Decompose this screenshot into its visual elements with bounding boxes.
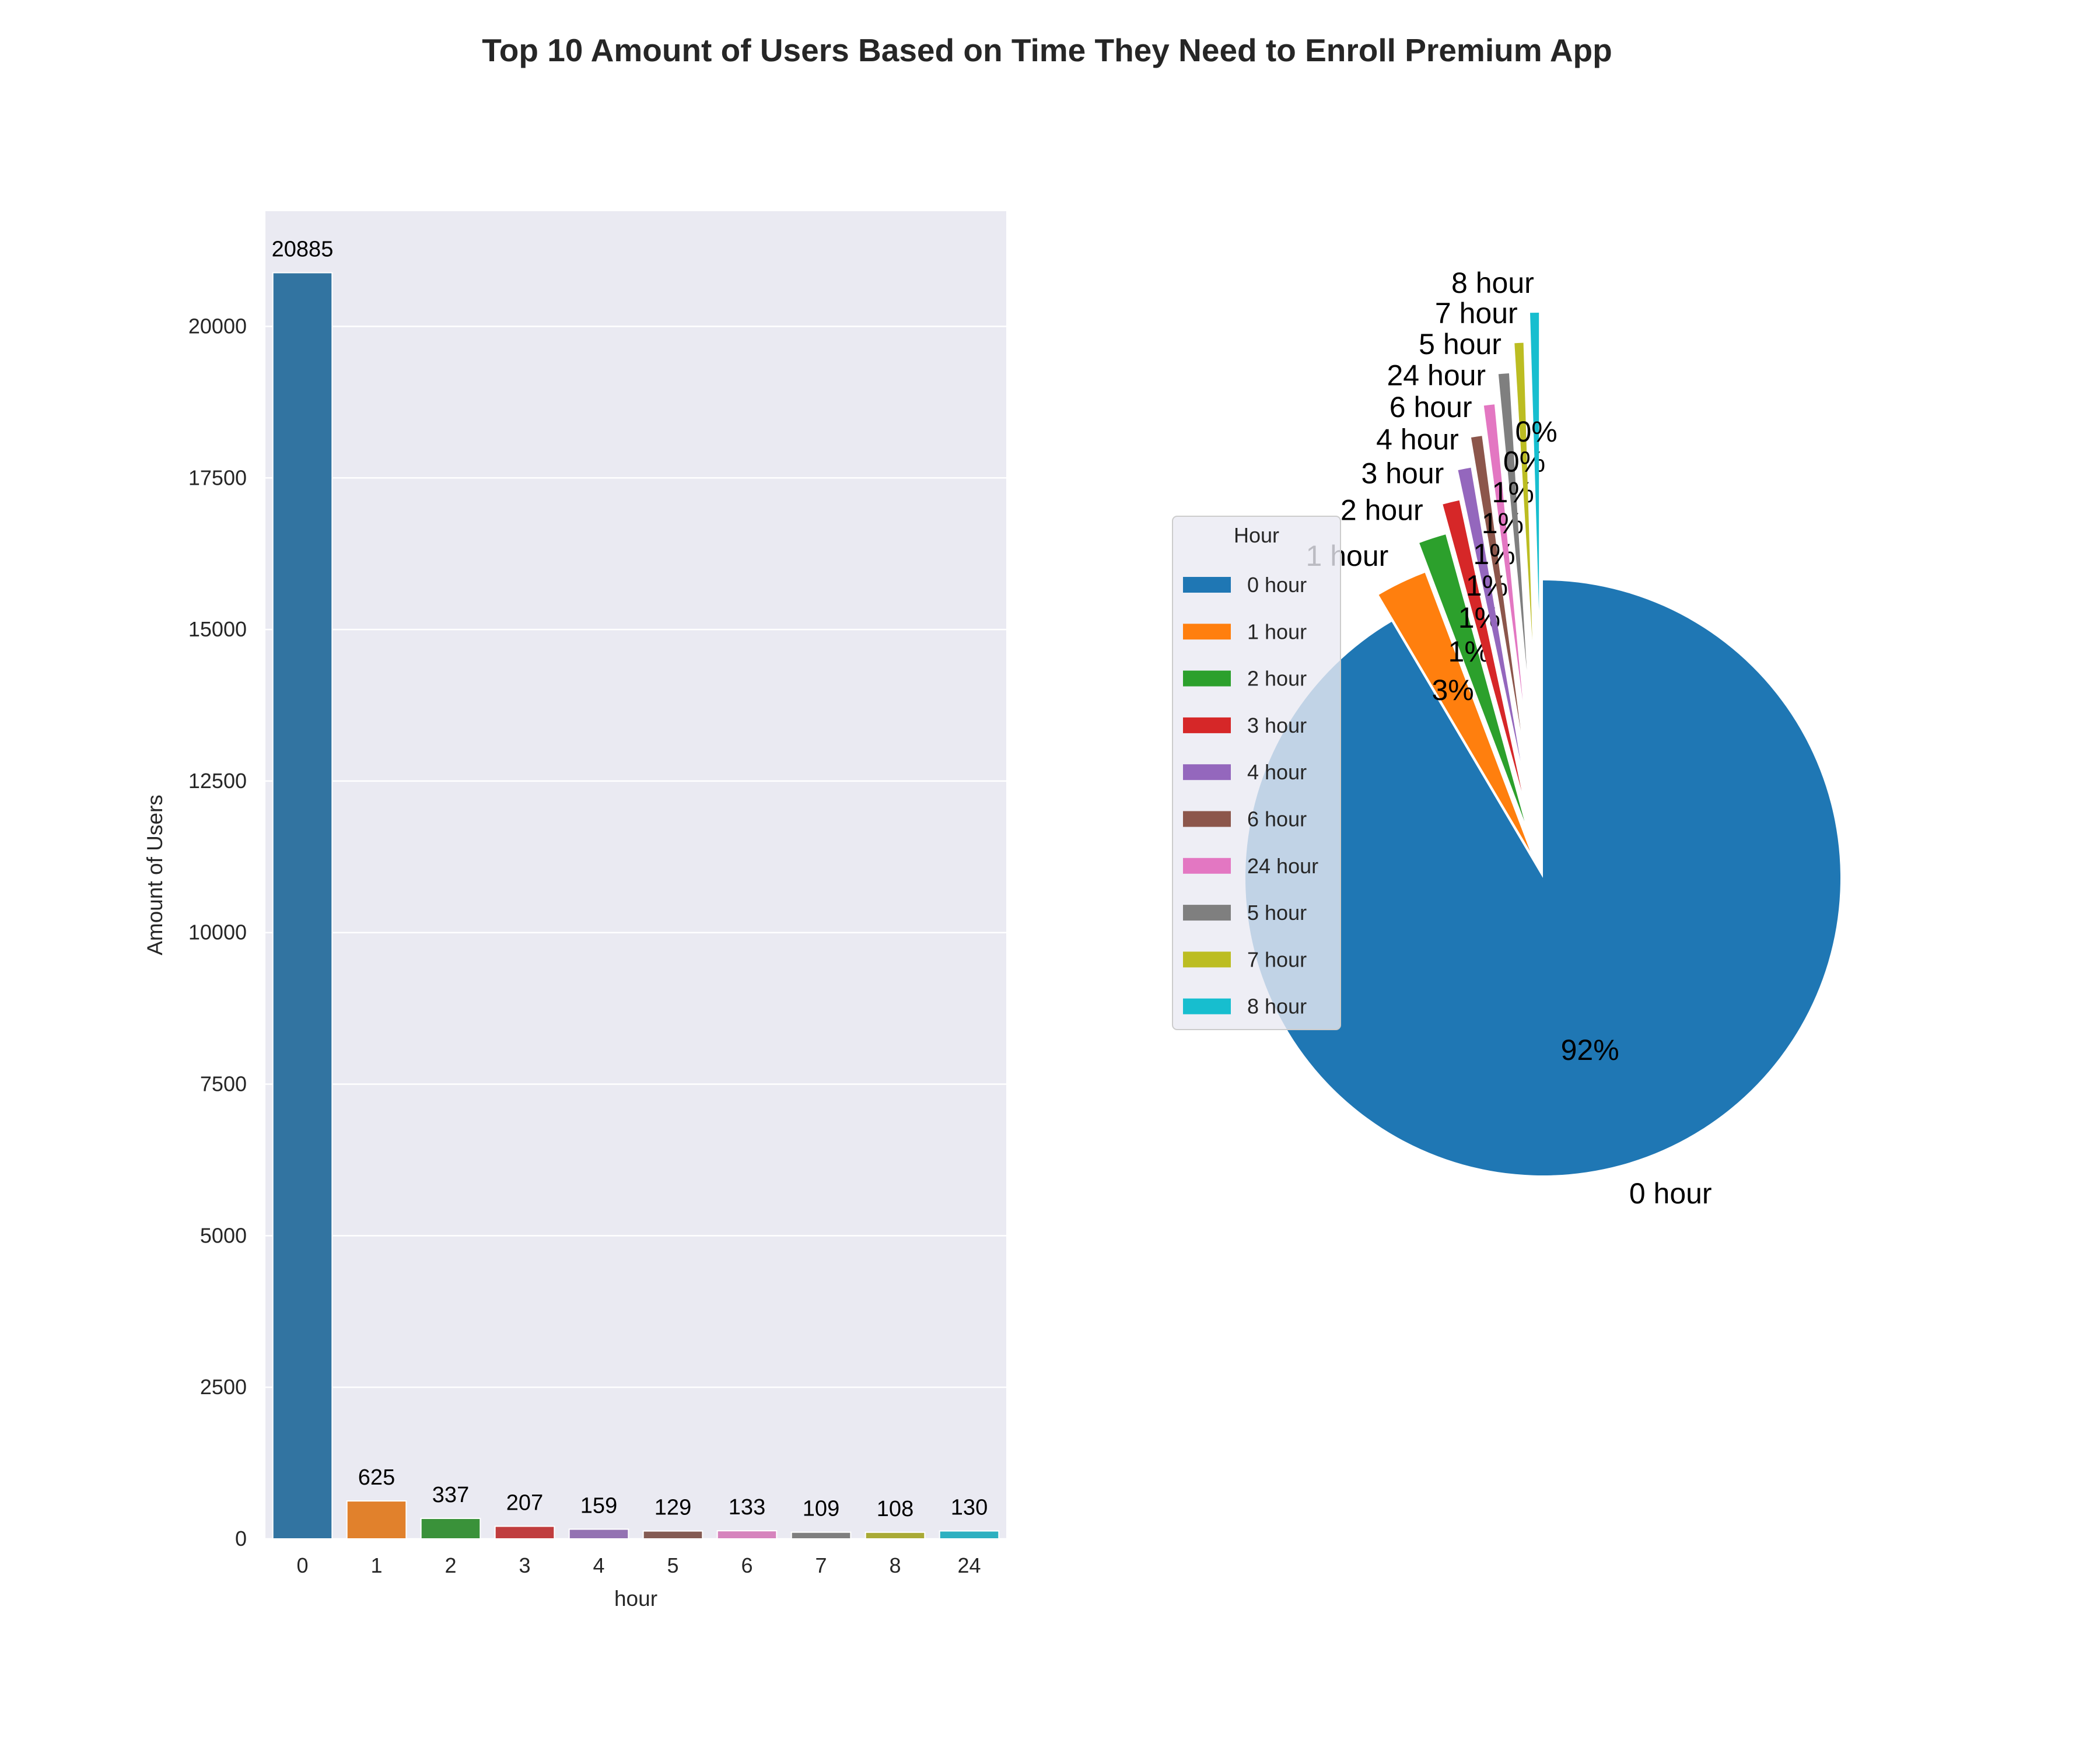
legend-entry: 5 hour bbox=[1247, 901, 1307, 925]
pie-slice-label: 3 hour bbox=[1362, 457, 1444, 489]
pie-percent-label: 0% bbox=[1515, 415, 1557, 448]
legend-title: Hour bbox=[1234, 523, 1279, 547]
bar-value-label: 130 bbox=[951, 1495, 988, 1520]
x-tick-label: 6 bbox=[741, 1553, 752, 1577]
bar-value-label: 337 bbox=[432, 1483, 469, 1507]
plot-area bbox=[265, 211, 1006, 1539]
bar bbox=[790, 1531, 852, 1539]
bar-value-label: 159 bbox=[580, 1493, 617, 1518]
y-tick-label: 5000 bbox=[200, 1223, 247, 1247]
pie-slice-label: 24 hour bbox=[1387, 359, 1486, 392]
legend-swatch bbox=[1183, 998, 1231, 1014]
legend-swatch bbox=[1183, 905, 1231, 921]
chart-title: Top 10 Amount of Users Based on Time The… bbox=[482, 32, 1612, 68]
pie-slice bbox=[1378, 572, 1530, 852]
y-tick-label: 20000 bbox=[188, 314, 247, 338]
legend-entry: 3 hour bbox=[1247, 713, 1307, 737]
pie-percent-label: 0% bbox=[1503, 446, 1545, 478]
pie-slice-label: 7 hour bbox=[1435, 297, 1518, 330]
pie-slice bbox=[1419, 534, 1525, 822]
bar-value-label: 133 bbox=[729, 1495, 765, 1520]
pie-slice bbox=[1443, 500, 1522, 792]
bar-chart: 0250050007500100001250015000175002000020… bbox=[143, 211, 1006, 1611]
bar bbox=[642, 1530, 704, 1540]
y-tick-label: 17500 bbox=[188, 466, 247, 489]
bar-value-label: 20885 bbox=[272, 237, 334, 261]
legend-frame bbox=[1172, 516, 1341, 1030]
bar bbox=[939, 1530, 1000, 1540]
y-axis-label: Amount of Users bbox=[143, 794, 167, 956]
legend-entry: 2 hour bbox=[1247, 667, 1307, 691]
legend-swatch bbox=[1183, 577, 1231, 593]
bar-value-label: 207 bbox=[506, 1490, 543, 1515]
bar bbox=[346, 1500, 407, 1539]
x-tick-label: 0 bbox=[296, 1553, 308, 1577]
x-tick-label: 8 bbox=[889, 1553, 901, 1577]
legend-entry: 24 hour bbox=[1247, 854, 1318, 878]
legend-swatch bbox=[1183, 951, 1231, 968]
pie-slice-label: 4 hour bbox=[1376, 424, 1459, 456]
bar-value-label: 129 bbox=[654, 1496, 691, 1520]
x-tick-label: 24 bbox=[957, 1553, 981, 1577]
y-tick-label: 0 bbox=[235, 1527, 247, 1550]
legend-swatch bbox=[1183, 811, 1231, 827]
bar bbox=[716, 1530, 778, 1540]
bar bbox=[494, 1525, 555, 1539]
pie-percent-label: 3% bbox=[1432, 674, 1474, 706]
legend-entry: 6 hour bbox=[1247, 807, 1307, 831]
pie-slice-label: 6 hour bbox=[1390, 391, 1472, 424]
bar-value-label: 109 bbox=[803, 1497, 839, 1521]
x-tick-label: 2 bbox=[444, 1553, 456, 1577]
pie-slice bbox=[1471, 436, 1521, 731]
pie-slice bbox=[1483, 404, 1523, 701]
pie-percent-label: 92% bbox=[1561, 1034, 1619, 1066]
pie-slice-label: 5 hour bbox=[1419, 328, 1502, 360]
y-tick-label: 10000 bbox=[188, 921, 247, 944]
pie-slice bbox=[1498, 373, 1527, 671]
legend-swatch bbox=[1183, 858, 1231, 874]
legend-entry: 7 hour bbox=[1247, 947, 1307, 971]
legend-entry: 1 hour bbox=[1247, 620, 1307, 643]
legend-swatch bbox=[1183, 670, 1231, 687]
legend-entry: 8 hour bbox=[1247, 995, 1307, 1019]
legend-entry: 4 hour bbox=[1247, 760, 1307, 784]
bar bbox=[272, 272, 333, 1539]
pie-slice bbox=[1530, 313, 1539, 611]
bar-value-label: 108 bbox=[877, 1497, 914, 1521]
bar bbox=[420, 1517, 481, 1539]
y-tick-label: 12500 bbox=[188, 769, 247, 793]
legend-swatch bbox=[1183, 624, 1231, 640]
x-tick-label: 7 bbox=[815, 1553, 827, 1577]
bar-value-label: 625 bbox=[358, 1465, 395, 1490]
legend-swatch bbox=[1183, 717, 1231, 733]
pie-slice bbox=[1514, 342, 1532, 640]
pie-slice-label: 2 hour bbox=[1340, 494, 1423, 527]
x-tick-label: 4 bbox=[593, 1553, 604, 1577]
y-tick-label: 2500 bbox=[200, 1375, 247, 1399]
y-tick-label: 15000 bbox=[188, 617, 247, 641]
pie-slice bbox=[1458, 467, 1521, 761]
y-tick-label: 7500 bbox=[200, 1072, 247, 1096]
legend-entry: 0 hour bbox=[1247, 573, 1307, 597]
x-tick-label: 5 bbox=[667, 1553, 678, 1577]
pie-legend: Hour 0 hour 1 hour 2 hour 3 hour 4 hour 6 hour… bbox=[1172, 516, 1341, 1030]
bar bbox=[568, 1528, 629, 1539]
legend-swatch bbox=[1183, 764, 1231, 780]
x-axis-label: hour bbox=[614, 1587, 657, 1611]
x-tick-label: 3 bbox=[519, 1553, 530, 1577]
pie-slice-label: 0 hour bbox=[1629, 1177, 1712, 1210]
pie-slice-label: 8 hour bbox=[1451, 267, 1534, 299]
bar bbox=[864, 1531, 926, 1539]
x-tick-label: 1 bbox=[370, 1553, 382, 1577]
pie-slice bbox=[1245, 580, 1840, 1176]
